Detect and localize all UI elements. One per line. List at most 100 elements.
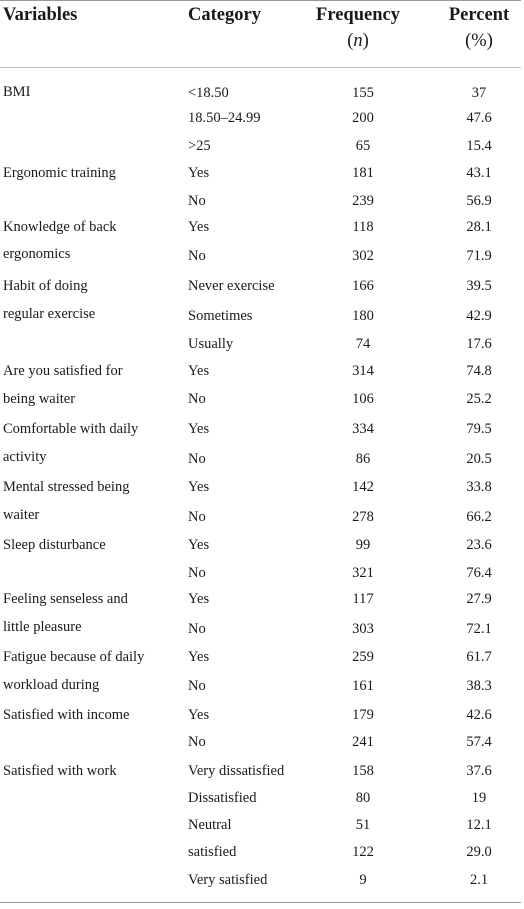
frequency-cell: 74: [355, 336, 371, 352]
category-cell: Yes: [188, 591, 210, 607]
variable-label: waiter: [3, 507, 40, 523]
frequency-cell: 142: [352, 479, 374, 495]
header-frequency-unit: (n): [347, 31, 369, 51]
percent-cell: 71.9: [466, 248, 492, 264]
frequency-cell: 99: [355, 537, 371, 553]
percent-cell: 37.6: [466, 763, 492, 779]
frequency-cell: 278: [352, 509, 374, 525]
percent-cell: 47.6: [466, 110, 492, 126]
frequency-cell: 158: [352, 763, 374, 779]
category-cell: No: [188, 678, 206, 694]
frequency-cell: 155: [352, 85, 374, 101]
category-cell: No: [188, 248, 206, 264]
header-rule: [0, 67, 521, 68]
header-percent-label: Percent: [448, 5, 510, 25]
variable-label: workload during: [3, 677, 100, 693]
frequency-cell: 65: [355, 138, 371, 154]
variable-label: Are you satisfied for: [3, 363, 123, 379]
frequency-cell: 161: [352, 678, 374, 694]
category-cell: Sometimes: [188, 308, 253, 324]
frequency-cell: 200: [352, 110, 374, 126]
percent-cell: 37: [471, 85, 487, 101]
variable-label: activity: [3, 449, 47, 465]
percent-cell: 76.4: [466, 565, 492, 581]
percent-cell: 27.9: [466, 591, 492, 607]
category-cell: No: [188, 734, 206, 750]
variable-label: regular exercise: [3, 306, 96, 322]
table-bottom-rule: [0, 902, 521, 903]
variable-label: Mental stressed being: [3, 479, 130, 495]
percent-cell: 19: [471, 790, 487, 806]
percent-cell: 28.1: [466, 219, 492, 235]
category-cell: <18.50: [188, 85, 229, 101]
category-cell: Yes: [188, 363, 210, 379]
category-cell: Neutral: [188, 817, 232, 833]
frequency-cell: 179: [352, 707, 374, 723]
percent-cell: 23.6: [466, 537, 492, 553]
frequency-cell: 241: [352, 734, 374, 750]
frequency-cell: 321: [352, 565, 374, 581]
variable-label: Satisfied with income: [3, 707, 130, 723]
category-cell: Yes: [188, 707, 210, 723]
category-cell: satisfied: [188, 844, 237, 860]
category-cell: Very satisfied: [188, 872, 268, 888]
percent-cell: 56.9: [466, 193, 492, 209]
frequency-cell: 166: [352, 278, 374, 294]
variable-label: being waiter: [3, 391, 76, 407]
percent-cell: 43.1: [466, 165, 492, 181]
frequency-cell: 118: [352, 219, 374, 235]
percent-cell: 38.3: [466, 678, 492, 694]
percent-cell: 79.5: [466, 421, 492, 437]
variable-label: Comfortable with daily: [3, 421, 139, 437]
header-percent: Percent (%): [437, 2, 521, 54]
frequency-cell: 239: [352, 193, 374, 209]
category-cell: Yes: [188, 165, 210, 181]
percent-cell: 39.5: [466, 278, 492, 294]
frequency-cell: 86: [355, 451, 371, 467]
category-cell: Yes: [188, 479, 210, 495]
category-cell: No: [188, 565, 206, 581]
percent-cell: 61.7: [466, 649, 492, 665]
percent-cell: 12.1: [466, 817, 492, 833]
frequency-cell: 334: [352, 421, 374, 437]
header-frequency-label: Frequency: [316, 5, 400, 25]
header-variables: Variables: [3, 5, 78, 25]
variable-label: Habit of doing: [3, 278, 88, 294]
category-cell: No: [188, 509, 206, 525]
variable-label: Sleep disturbance: [3, 537, 106, 553]
frequency-cell: 181: [352, 165, 374, 181]
category-cell: No: [188, 391, 206, 407]
category-cell: 18.50–24.99: [188, 110, 261, 126]
variable-label: Fatigue because of daily: [3, 649, 145, 665]
category-cell: Yes: [188, 421, 210, 437]
percent-cell: 33.8: [466, 479, 492, 495]
variable-label: Ergonomic training: [3, 165, 116, 181]
percent-cell: 42.6: [466, 707, 492, 723]
frequency-cell: 302: [352, 248, 374, 264]
frequency-cell: 117: [352, 591, 374, 607]
percent-cell: 29.0: [466, 844, 492, 860]
variable-label: Feeling senseless and: [3, 591, 128, 607]
category-cell: Never exercise: [188, 278, 275, 294]
percent-cell: 66.2: [466, 509, 492, 525]
percent-cell: 17.6: [466, 336, 492, 352]
variable-label: ergonomics: [3, 246, 71, 262]
variable-label: little pleasure: [3, 619, 82, 635]
variable-label: BMI: [3, 84, 31, 100]
percent-cell: 74.8: [466, 363, 492, 379]
percent-cell: 25.2: [466, 391, 492, 407]
category-cell: Very dissatisfied: [188, 763, 285, 779]
header-category: Category: [188, 5, 261, 25]
frequency-cell: 122: [352, 844, 374, 860]
frequency-cell: 259: [352, 649, 374, 665]
category-cell: Yes: [188, 219, 210, 235]
category-cell: Dissatisfied: [188, 790, 257, 806]
percent-cell: 57.4: [466, 734, 492, 750]
header-frequency-n: n: [353, 31, 363, 51]
category-cell: No: [188, 621, 206, 637]
category-cell: No: [188, 451, 206, 467]
category-cell: Yes: [188, 649, 210, 665]
frequency-cell: 80: [355, 790, 371, 806]
table-top-rule: [0, 0, 521, 1]
frequency-cell: 51: [355, 817, 371, 833]
